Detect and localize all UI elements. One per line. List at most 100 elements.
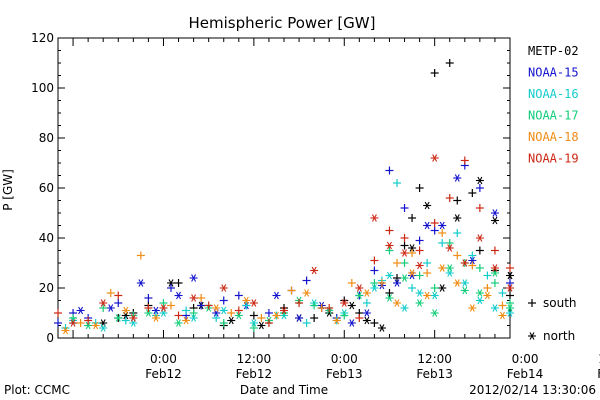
north-point	[106, 304, 115, 312]
north-point	[234, 311, 243, 320]
south-point	[264, 319, 273, 327]
north-point	[167, 279, 175, 287]
north-point	[219, 284, 228, 292]
north-point	[159, 309, 168, 317]
north-point	[475, 234, 484, 242]
south-point	[445, 59, 454, 67]
north-point	[475, 296, 484, 305]
y-tick-label: 60	[39, 181, 54, 195]
north-point	[91, 321, 100, 330]
south-point	[99, 304, 108, 312]
y-tick-label: 0	[46, 331, 54, 345]
south-point	[197, 301, 206, 310]
y-tick-label: 80	[39, 131, 54, 145]
south-point	[385, 226, 394, 235]
series-noaa-15	[54, 161, 514, 327]
south-point	[490, 279, 499, 287]
south-point	[393, 259, 401, 267]
north-point	[415, 299, 424, 307]
x-tick-date: Feb14	[507, 367, 544, 381]
south-point	[408, 284, 417, 292]
north-point	[302, 289, 311, 297]
north-point	[400, 304, 409, 312]
north-point	[498, 311, 507, 320]
north-point	[189, 274, 198, 282]
south-point	[483, 271, 492, 280]
north-point	[468, 304, 477, 312]
north-point	[460, 259, 469, 267]
south-point	[453, 251, 462, 260]
south-point	[453, 229, 462, 237]
south-point	[468, 261, 477, 270]
north-point	[490, 304, 499, 312]
north-point	[506, 304, 514, 312]
north-point	[272, 311, 281, 320]
south-point	[370, 319, 379, 327]
series-metp-02	[99, 59, 514, 332]
south-point	[310, 301, 319, 310]
series-noaa-18	[61, 229, 507, 335]
north-point	[453, 279, 462, 287]
marker-key-label: south	[543, 296, 577, 310]
south-point	[415, 246, 424, 255]
south-point	[249, 311, 258, 320]
north-point	[249, 299, 258, 307]
south-point	[430, 226, 439, 235]
y-tick-label: 120	[31, 31, 54, 45]
south-point	[400, 204, 409, 212]
north-point	[61, 326, 70, 335]
north-point	[408, 269, 417, 277]
north-point	[430, 309, 439, 317]
north-point	[370, 214, 379, 222]
x-tick-date: Feb14	[597, 367, 600, 381]
north-point	[347, 319, 356, 327]
north-point	[453, 174, 462, 182]
south-point	[506, 279, 514, 287]
north-point	[385, 271, 394, 280]
north-point	[227, 316, 236, 325]
south-point	[69, 314, 78, 322]
north-point	[528, 332, 536, 340]
south-point	[370, 279, 379, 287]
south-point	[54, 319, 62, 327]
south-point	[189, 309, 198, 317]
x-tick-label: 0:00	[331, 352, 358, 366]
south-point	[370, 256, 379, 265]
north-point	[423, 291, 432, 300]
south-point	[114, 291, 123, 300]
south-point	[310, 314, 319, 322]
north-point	[506, 271, 514, 280]
y-tick-label: 40	[39, 231, 54, 245]
north-point	[415, 289, 424, 297]
x-tick-date: Feb12	[236, 367, 273, 381]
north-point	[438, 221, 447, 230]
south-point	[174, 311, 183, 320]
north-point	[393, 279, 401, 287]
south-point	[257, 314, 266, 322]
north-point	[174, 291, 183, 300]
north-point	[475, 289, 484, 297]
south-point	[249, 324, 258, 332]
legend-entry: METP-02	[528, 44, 579, 58]
north-point	[430, 154, 439, 162]
south-point	[167, 301, 175, 310]
north-point	[393, 299, 401, 307]
north-point	[280, 306, 288, 315]
north-point	[151, 314, 160, 322]
marker-key-label: north	[543, 329, 575, 343]
north-point	[490, 216, 499, 225]
north-point	[355, 284, 364, 292]
south-point	[385, 246, 394, 255]
south-point	[219, 319, 228, 327]
north-point	[151, 306, 160, 315]
north-point	[400, 274, 409, 282]
north-point	[347, 301, 356, 310]
x-axis-label: Date and Time	[240, 383, 328, 397]
north-point	[490, 264, 499, 272]
south-point	[317, 304, 326, 312]
north-point	[174, 319, 183, 327]
south-point	[445, 239, 454, 247]
south-point	[219, 296, 228, 305]
south-point	[423, 259, 432, 267]
